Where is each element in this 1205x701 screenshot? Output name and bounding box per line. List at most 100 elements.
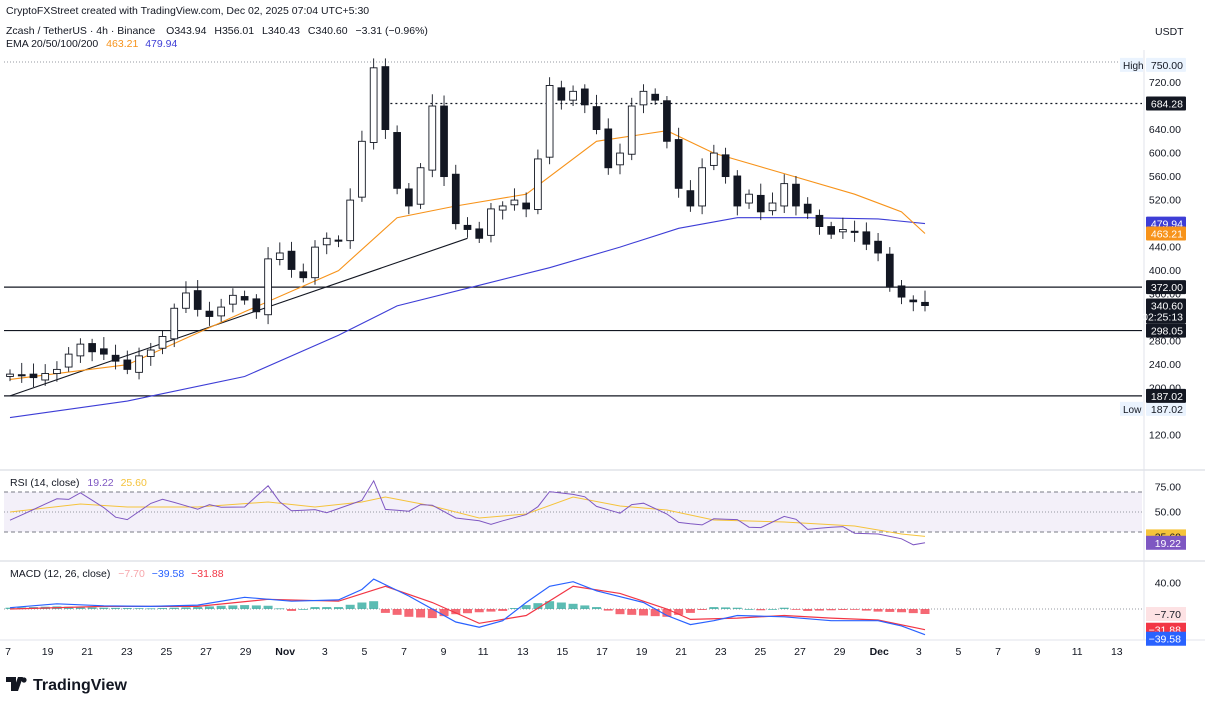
price-badge-bg: [1146, 298, 1186, 313]
ema-value-1: 463.21: [106, 38, 138, 50]
macd-histogram-bar: [99, 607, 109, 609]
price-tick: 720.00: [1149, 77, 1181, 89]
price-badge-bg: [1146, 280, 1186, 295]
price-badge-bg: [1146, 57, 1186, 72]
tradingview-logo-icon: [6, 677, 23, 691]
candle-body: [874, 240, 882, 254]
macd-pane: [4, 578, 1142, 636]
time-tick: 25: [161, 646, 173, 658]
macd-histogram-bar: [580, 605, 590, 609]
time-tick: 5: [361, 646, 367, 658]
time-tick: 23: [121, 646, 133, 658]
price-tick: 520.00: [1149, 195, 1181, 207]
candle-body: [146, 349, 155, 357]
macd-histogram-bar: [791, 609, 801, 610]
macd-histogram-bar: [521, 605, 531, 609]
ema-200-line: [9, 217, 926, 419]
candle-body: [428, 105, 437, 171]
candle-body: [29, 373, 38, 379]
macd-histogram-bar: [556, 602, 566, 609]
macd-histogram-bar: [251, 605, 261, 609]
price-badge: High 750.00: [1120, 57, 1186, 72]
price-badge-value: 02:25:13: [1142, 312, 1183, 324]
macd-histogram-bar: [603, 609, 613, 611]
macd-histogram-bar: [814, 609, 824, 611]
ohlc-high: 356.01: [222, 25, 254, 37]
candle-body: [616, 152, 624, 166]
time-tick: Dec: [870, 646, 889, 658]
macd-histogram-bar: [181, 607, 191, 609]
candle-body: [358, 140, 366, 198]
macd-histogram-bar: [498, 609, 508, 611]
tradingview-logo-text: TradingView: [33, 677, 128, 694]
trendline[interactable]: [9, 237, 468, 397]
candle-body: [311, 246, 319, 279]
macd-legend: MACD (12, 26, close) −7.70 −39.58 −31.88: [10, 568, 224, 580]
macd-histogram-bar: [310, 607, 320, 609]
price-badge-value: 372.00: [1151, 282, 1183, 294]
price-badge-value: 187.02: [1151, 391, 1183, 403]
tradingview-logo[interactable]: TradingView: [6, 677, 128, 694]
price-badge: 372.00: [1146, 280, 1186, 295]
macd-value: −39.58: [152, 568, 185, 580]
candle-body: [404, 188, 413, 207]
time-tick: 29: [834, 646, 846, 658]
price-badge-value: 684.28: [1151, 99, 1183, 111]
macd-badge-bg: [1146, 607, 1186, 622]
candle-body: [534, 158, 542, 210]
candle-body: [440, 105, 448, 178]
rsi-tick: 50.00: [1155, 507, 1181, 519]
tradingview-logo-dot: [21, 677, 27, 683]
credit-text: CryptoFXStreet created with TradingView.…: [6, 5, 369, 17]
candle-body: [6, 373, 14, 377]
price-badge-bg: [1146, 309, 1186, 324]
time-tick: 29: [240, 646, 252, 658]
macd-histogram-bar: [885, 609, 895, 612]
candle-body: [862, 231, 871, 245]
macd-histogram-bar: [650, 609, 660, 617]
time-tick: 21: [81, 646, 93, 658]
macd-signal-line: [9, 585, 926, 631]
candle-body: [393, 132, 401, 189]
ohlc-high-label: H: [214, 25, 222, 37]
price-badge: 187.02: [1146, 388, 1186, 403]
candle-body: [135, 355, 143, 373]
price-badge-value: 463.21: [1151, 228, 1183, 240]
macd-histogram-bar: [533, 603, 543, 609]
candle-body: [64, 353, 73, 368]
time-tick: 11: [478, 646, 489, 658]
time-tick: 17: [596, 646, 608, 658]
macd-histogram-bar: [216, 605, 226, 609]
macd-histogram-bar: [768, 609, 777, 610]
candle-body: [475, 228, 484, 239]
macd-histogram-bar: [463, 609, 472, 614]
macd-histogram-bar: [697, 609, 707, 610]
ema-legend: EMA 20/50/100/200 463.21 479.94: [6, 38, 177, 50]
rsi-line: [9, 479, 926, 546]
ohlc-close-label: C: [308, 25, 316, 37]
candle-body: [815, 214, 824, 227]
candle-body: [921, 301, 929, 307]
macd-histogram-bar: [322, 607, 332, 609]
macd-histogram-bar: [779, 607, 789, 609]
macd-histogram-bar: [193, 607, 203, 609]
time-tick: 13: [1111, 646, 1123, 658]
ohlc-open: 343.94: [174, 25, 206, 37]
macd-histogram-bar: [861, 609, 871, 611]
price-badge-tag: Low: [1123, 405, 1142, 416]
candle-body: [381, 66, 390, 130]
macd-tick: 40.00: [1155, 578, 1181, 590]
candle-body: [123, 359, 132, 370]
candle-body: [792, 183, 800, 207]
macd-badge-value: −7.70: [1154, 609, 1181, 621]
macd-histogram-bar: [568, 603, 578, 609]
macd-histogram-bar: [709, 607, 719, 609]
macd-histogram-bar: [111, 607, 121, 609]
price-badge-bg: [1146, 96, 1186, 111]
macd-histogram-bar: [146, 608, 156, 610]
macd-histogram-bar: [486, 609, 496, 612]
candle-body: [264, 258, 272, 316]
price-badge: Low 187.02: [1120, 401, 1186, 416]
